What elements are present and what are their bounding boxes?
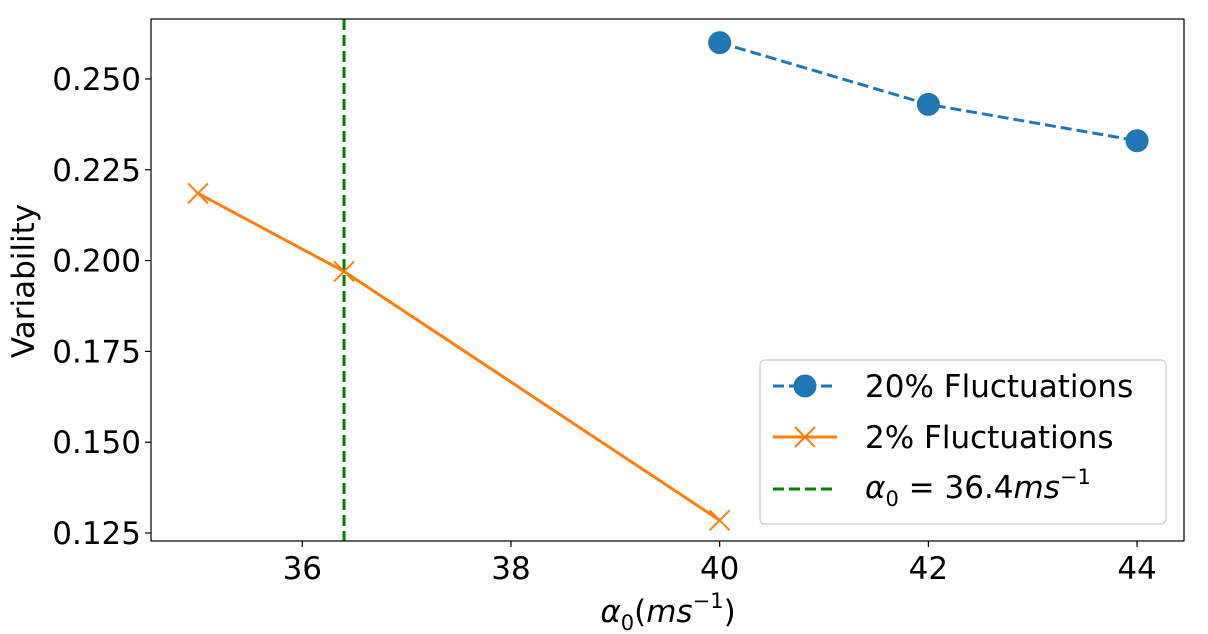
legend-label-vline: α0 = 36.4ms−1: [865, 465, 1091, 511]
y-axis: 0.125 0.150 0.175 0.200 0.225 0.250: [52, 62, 151, 552]
data-point: [187, 182, 209, 205]
y-tick-label: 0.200: [52, 244, 141, 280]
x-tick-label: 36: [283, 551, 322, 587]
y-tick-label: 0.125: [52, 516, 141, 552]
x-axis-label: α0(ms−1): [600, 589, 735, 634]
x-tick-label: 38: [491, 551, 530, 587]
legend-swatch-marker: [794, 426, 816, 448]
x-tick-label: 44: [1117, 551, 1156, 587]
data-point: [708, 31, 732, 55]
data-point: [333, 260, 355, 283]
legend: 20% Fluctuations 2% Fluctuations α0 = 36.…: [759, 359, 1167, 525]
legend-box: [759, 359, 1167, 525]
x-axis: 36 38 40 42 44: [283, 541, 1157, 587]
legend-label: 2% Fluctuations: [865, 420, 1114, 456]
data-point: [1125, 129, 1149, 153]
legend-label: 20% Fluctuations: [865, 369, 1133, 405]
y-tick-label: 0.150: [52, 425, 141, 461]
data-point: [916, 92, 940, 116]
data-point: [708, 509, 731, 532]
legend-entries: 20% Fluctuations 2% Fluctuations: [773, 369, 1133, 491]
y-tick-label: 0.250: [52, 62, 141, 98]
legend-swatch-marker: [793, 374, 817, 398]
plot-frame: [150, 18, 1185, 542]
x-tick-label: 42: [909, 551, 948, 587]
y-tick-label: 0.225: [52, 153, 141, 189]
y-axis-label: Variability: [6, 204, 42, 358]
series-layer: [187, 31, 1149, 532]
x-tick-label: 40: [700, 551, 739, 587]
y-tick-label: 0.175: [52, 334, 141, 370]
